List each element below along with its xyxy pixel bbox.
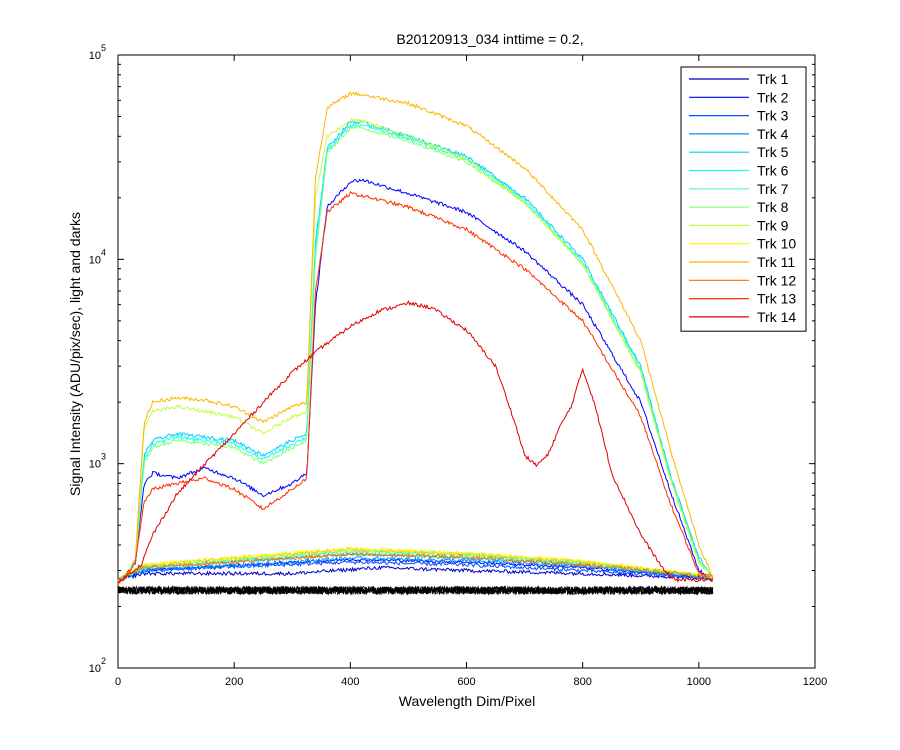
legend-label: Trk 14 (757, 309, 796, 325)
legend-box (680, 66, 807, 332)
x-tick-label: 400 (341, 676, 359, 688)
y-tick-label: 105 (89, 43, 106, 62)
dark-floor-line (117, 585, 714, 596)
x-tick-label: 1200 (803, 676, 827, 688)
series-line-12 (117, 552, 714, 581)
legend-label: Trk 10 (757, 236, 796, 252)
legend-label: Trk 7 (757, 181, 789, 197)
series-line-14 (117, 300, 713, 583)
legend-label: Trk 1 (757, 71, 789, 87)
series-line-10 (117, 545, 714, 582)
series-line-13 (117, 190, 714, 585)
series-lines-layer (117, 91, 714, 596)
y-axis-label: Signal Intensity (ADU/pix/sec), light an… (67, 212, 83, 496)
y-tick-label: 104 (89, 247, 106, 266)
legend-label: Trk 6 (757, 163, 789, 179)
legend-label: Trk 8 (757, 199, 789, 215)
x-tick-label: 800 (573, 676, 591, 688)
series-line-2 (117, 178, 713, 585)
x-tick-label: 1000 (687, 676, 711, 688)
y-tick-label: 102 (89, 656, 106, 675)
legend-label: Trk 12 (757, 272, 796, 288)
series-line-1 (117, 565, 714, 581)
x-tick-label: 200 (225, 676, 243, 688)
legend-label: Trk 3 (757, 108, 789, 124)
series-line-6 (117, 123, 714, 585)
legend-label: Trk 9 (757, 217, 789, 233)
legend-label: Trk 11 (757, 254, 795, 270)
tick-layer: 0 200 400 600 800 1000 1200 102 103 104 105 (89, 43, 828, 688)
series-line-5 (117, 119, 713, 583)
legend-label: Trk 2 (757, 89, 789, 105)
series-line-9 (117, 117, 714, 583)
series-line-11 (117, 91, 714, 586)
x-tick-label: 0 (115, 676, 121, 688)
x-axis-label: Wavelength Dim/Pixel (399, 693, 535, 709)
series-line-8 (117, 125, 714, 585)
legend-label: Trk 4 (757, 126, 789, 142)
y-tick-label: 103 (89, 452, 106, 471)
legend-label: Trk 13 (757, 291, 796, 307)
chart-title: B20120913_034 inttime = 0.2, (396, 31, 583, 47)
x-tick-label: 600 (457, 676, 475, 688)
legend: Trk 1 Trk 2 Trk 3 Trk 4 Trk 5 Trk 6 Trk 7 Trk 8… (680, 66, 807, 332)
legend-label: Trk 5 (757, 144, 789, 160)
series-line-4 (117, 556, 714, 582)
